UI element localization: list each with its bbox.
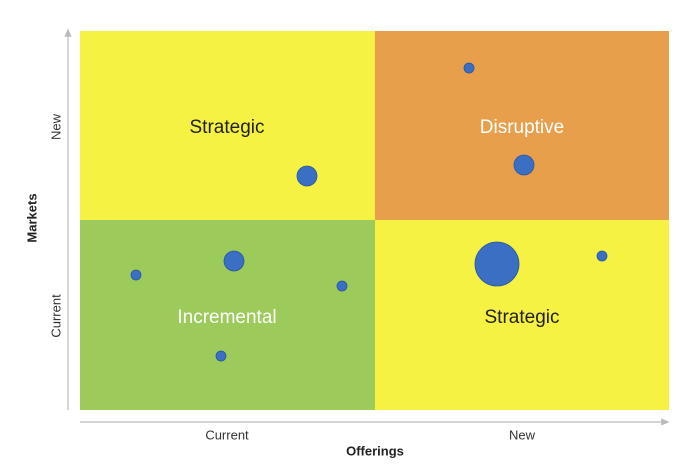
x-axis-title: Offerings xyxy=(346,443,404,458)
bubble xyxy=(336,280,348,292)
y-axis-label: New xyxy=(48,113,63,140)
quadrant-bottom-right xyxy=(375,220,669,410)
bubble xyxy=(223,250,245,272)
quadrant-label: Incremental xyxy=(177,307,276,328)
x-axis-label: New xyxy=(509,427,536,442)
bubble xyxy=(474,241,520,287)
bubble xyxy=(296,165,318,187)
bubble xyxy=(215,350,227,362)
quadrant-top-right xyxy=(375,31,669,220)
bubble xyxy=(130,269,142,281)
bubbles xyxy=(130,62,608,362)
bubble xyxy=(463,62,475,74)
quadrant-label: Disruptive xyxy=(480,117,564,138)
quadrant-bottom-left xyxy=(80,220,375,410)
bubble xyxy=(596,250,608,262)
y-axis-title: Markets xyxy=(24,193,39,242)
quadrant-label: Strategic xyxy=(190,117,265,138)
x-axis-label: Current xyxy=(205,427,249,442)
quadrant-label: Strategic xyxy=(485,307,560,328)
y-axis-label: Current xyxy=(48,294,63,338)
bubble xyxy=(513,154,535,176)
quadrant-top-left xyxy=(80,31,375,220)
